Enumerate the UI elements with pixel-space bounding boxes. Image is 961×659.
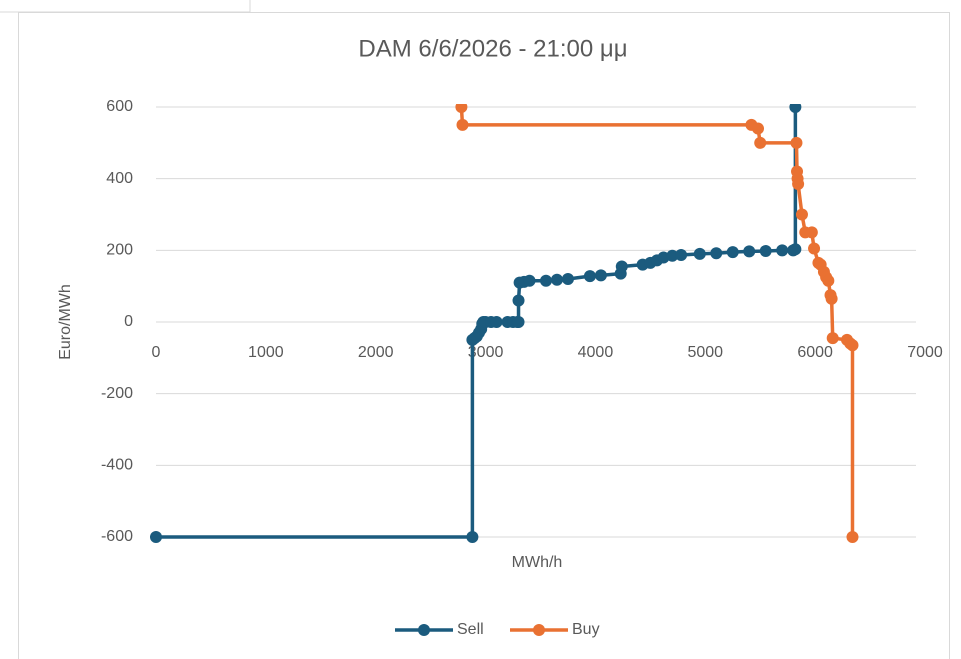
- legend-marker: [418, 624, 430, 636]
- data-point: [826, 332, 839, 345]
- data-point: [490, 316, 503, 328]
- x-tick-label: 5000: [687, 344, 723, 361]
- y-tick-label: -600: [101, 528, 133, 545]
- data-point: [710, 247, 723, 260]
- data-point: [523, 274, 536, 287]
- series: [455, 104, 859, 543]
- y-tick-label: 600: [106, 98, 133, 115]
- data-point: [790, 136, 803, 149]
- data-point: [776, 244, 789, 257]
- data-point: [539, 274, 552, 287]
- x-tick-label: 2000: [358, 344, 394, 361]
- data-point: [666, 249, 679, 262]
- data-point: [583, 270, 596, 283]
- data-point: [754, 136, 767, 149]
- data-point: [675, 248, 688, 261]
- data-point: [822, 274, 835, 287]
- legend-label: Buy: [572, 621, 600, 638]
- data-point: [550, 273, 563, 286]
- data-point: [789, 104, 802, 113]
- data-point: [594, 269, 607, 282]
- data-point: [743, 245, 756, 258]
- series: [150, 104, 802, 543]
- data-point: [846, 531, 859, 543]
- data-point: [456, 118, 469, 131]
- legend-marker: [533, 624, 545, 636]
- data-point: [789, 243, 802, 256]
- data-point: [455, 104, 468, 113]
- data-point: [808, 242, 821, 255]
- y-tick-label: 0: [124, 313, 133, 330]
- y-axis-title: Euro/MWh: [57, 284, 74, 360]
- x-tick-label: 3000: [468, 344, 504, 361]
- y-tick-label: -200: [101, 385, 133, 402]
- data-point: [466, 531, 479, 543]
- data-point: [512, 294, 525, 307]
- legend-label: Sell: [457, 621, 484, 638]
- data-point: [795, 208, 808, 221]
- data-point: [825, 292, 838, 305]
- data-point: [805, 226, 818, 239]
- data-point: [561, 273, 574, 285]
- data-point: [792, 178, 805, 191]
- x-tick-label: 1000: [248, 344, 284, 361]
- data-point: [693, 247, 706, 260]
- chart-title: DAM 6/6/2026 - 21:00 μμ: [358, 35, 627, 62]
- y-tick-label: 200: [106, 242, 133, 259]
- data-point: [726, 246, 739, 259]
- x-tick-label: 7000: [907, 344, 943, 361]
- data-point: [512, 316, 525, 328]
- data-point: [615, 260, 628, 273]
- x-tick-label: 0: [152, 344, 161, 361]
- x-tick-label: 4000: [578, 344, 614, 361]
- x-tick-label: 6000: [797, 344, 833, 361]
- data-point: [759, 245, 772, 258]
- y-tick-label: 400: [106, 170, 133, 187]
- data-point: [846, 339, 859, 352]
- data-point: [752, 122, 765, 135]
- x-axis-title: MWh/h: [512, 554, 563, 571]
- y-tick-label: -400: [101, 457, 133, 474]
- data-point: [150, 531, 162, 543]
